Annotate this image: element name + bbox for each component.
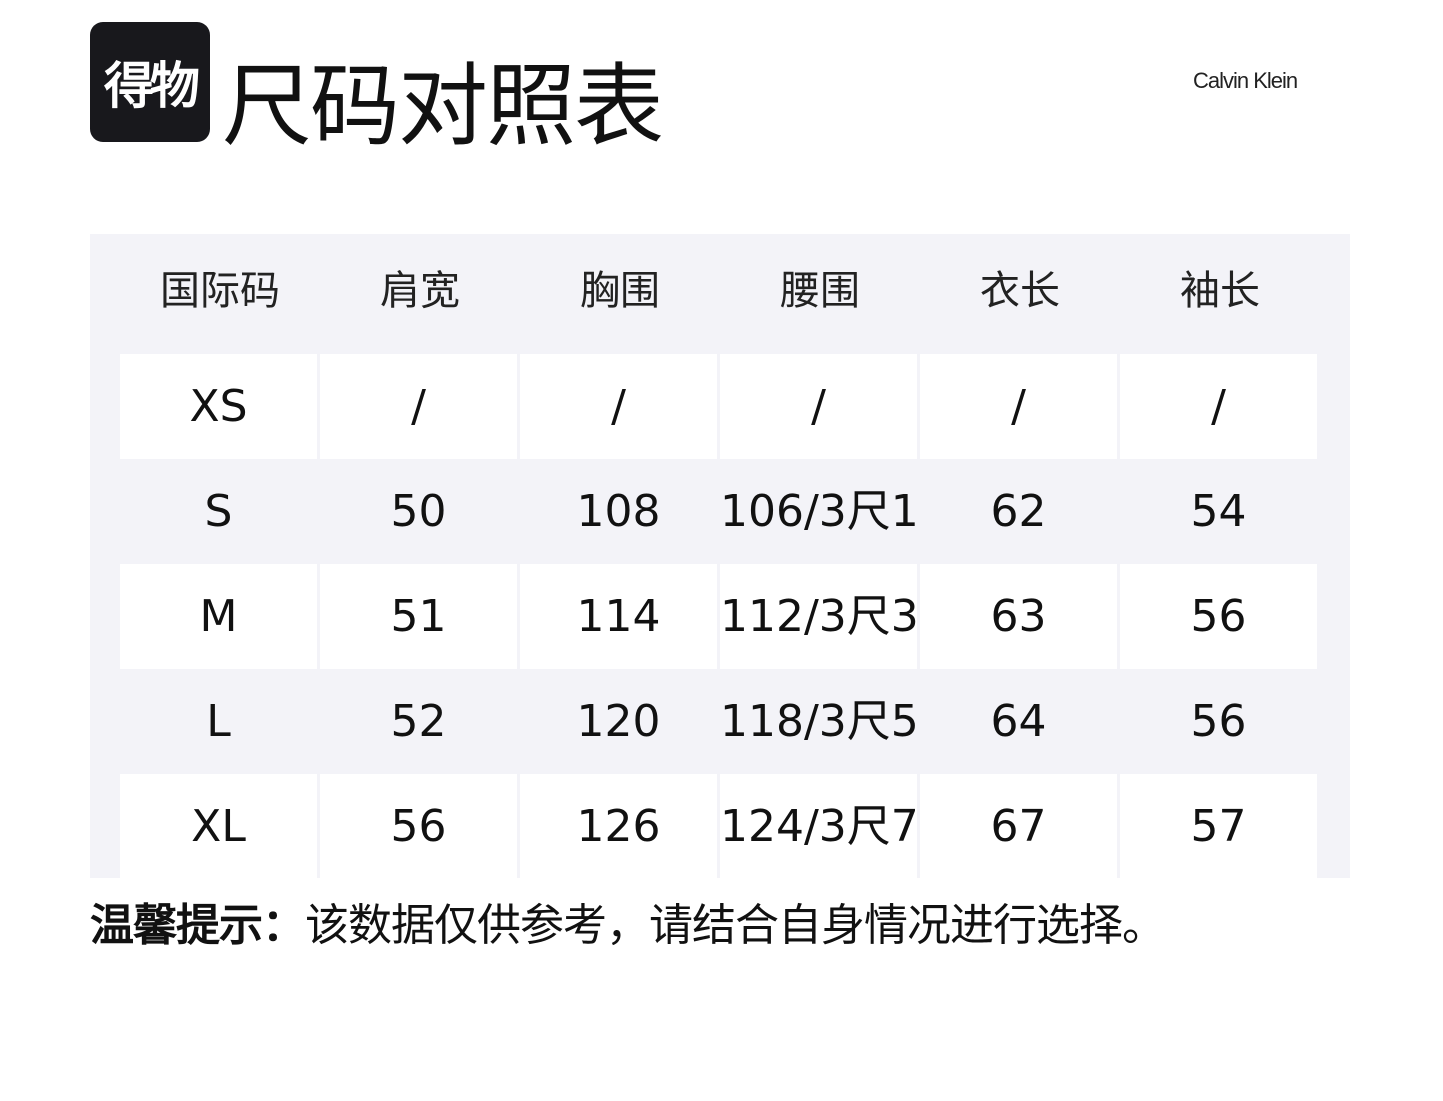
header-cell: 肩宽 xyxy=(380,268,460,314)
dewu-logo: 得物 xyxy=(90,22,210,142)
table-cell: 62 xyxy=(990,486,1047,537)
table-row: S 50 108 106/3尺1 62 54 xyxy=(120,459,1320,564)
table-cell: 126 xyxy=(520,774,717,878)
table-row: M 51 114 112/3尺3 63 56 xyxy=(120,564,1320,669)
table-cell: / xyxy=(920,354,1117,459)
table-header: 国际码 肩宽 胸围 腰围 衣长 袖长 xyxy=(120,234,1320,354)
size-table: 国际码 肩宽 胸围 腰围 衣长 袖长 XS / / / / / S 50 108 106/3尺1 6… xyxy=(90,234,1350,878)
table-cell: 56 xyxy=(1120,564,1317,669)
table-cell: 51 xyxy=(320,564,517,669)
table-cell: 63 xyxy=(920,564,1117,669)
table-cell: / xyxy=(1120,354,1317,459)
header-cell: 胸围 xyxy=(580,268,660,314)
table-cell: 108 xyxy=(576,486,661,537)
table-cell: L xyxy=(206,696,231,747)
table-cell: / xyxy=(520,354,717,459)
table-cell: XS xyxy=(120,354,317,459)
table-cell: 57 xyxy=(1120,774,1317,878)
table-cell: S xyxy=(204,486,233,537)
tip-note: 温馨提示：该数据仅供参考，请结合自身情况进行选择。 xyxy=(90,896,1166,956)
table-cell: 64 xyxy=(990,696,1047,747)
header-cell: 国际码 xyxy=(160,268,280,314)
table-cell: 52 xyxy=(390,696,447,747)
table-row: L 52 120 118/3尺5 64 56 xyxy=(120,669,1320,774)
header-cell: 腰围 xyxy=(780,268,860,314)
brand-logo: Calvin Klein xyxy=(1193,68,1298,93)
table-cell: 112/3尺3 xyxy=(720,564,919,669)
table-cell: XL xyxy=(120,774,317,878)
table-cell: 118/3尺5 xyxy=(720,696,919,747)
header-cell: 袖长 xyxy=(1180,268,1260,314)
table-cell: 54 xyxy=(1190,486,1247,537)
tip-label: 温馨提示： xyxy=(90,900,306,951)
table-row: XS / / / / / xyxy=(120,354,1320,459)
page-title: 尺码对照表 xyxy=(222,54,664,159)
table-cell: 114 xyxy=(520,564,717,669)
header-cell: 衣长 xyxy=(980,268,1060,314)
tip-text: 该数据仅供参考，请结合自身情况进行选择。 xyxy=(305,900,1166,951)
table-cell: 124/3尺7 xyxy=(720,774,919,878)
table-cell: 106/3尺1 xyxy=(720,486,919,537)
table-cell: 56 xyxy=(1190,696,1247,747)
table-cell: 120 xyxy=(576,696,661,747)
table-cell: M xyxy=(120,564,317,669)
table-cell: / xyxy=(720,354,917,459)
table-cell: 50 xyxy=(390,486,447,537)
table-row: XL 56 126 124/3尺7 67 57 xyxy=(120,774,1320,878)
table-cell: / xyxy=(320,354,517,459)
table-cell: 67 xyxy=(920,774,1117,878)
table-cell: 56 xyxy=(320,774,517,878)
logo-text: 得物 xyxy=(104,57,200,115)
